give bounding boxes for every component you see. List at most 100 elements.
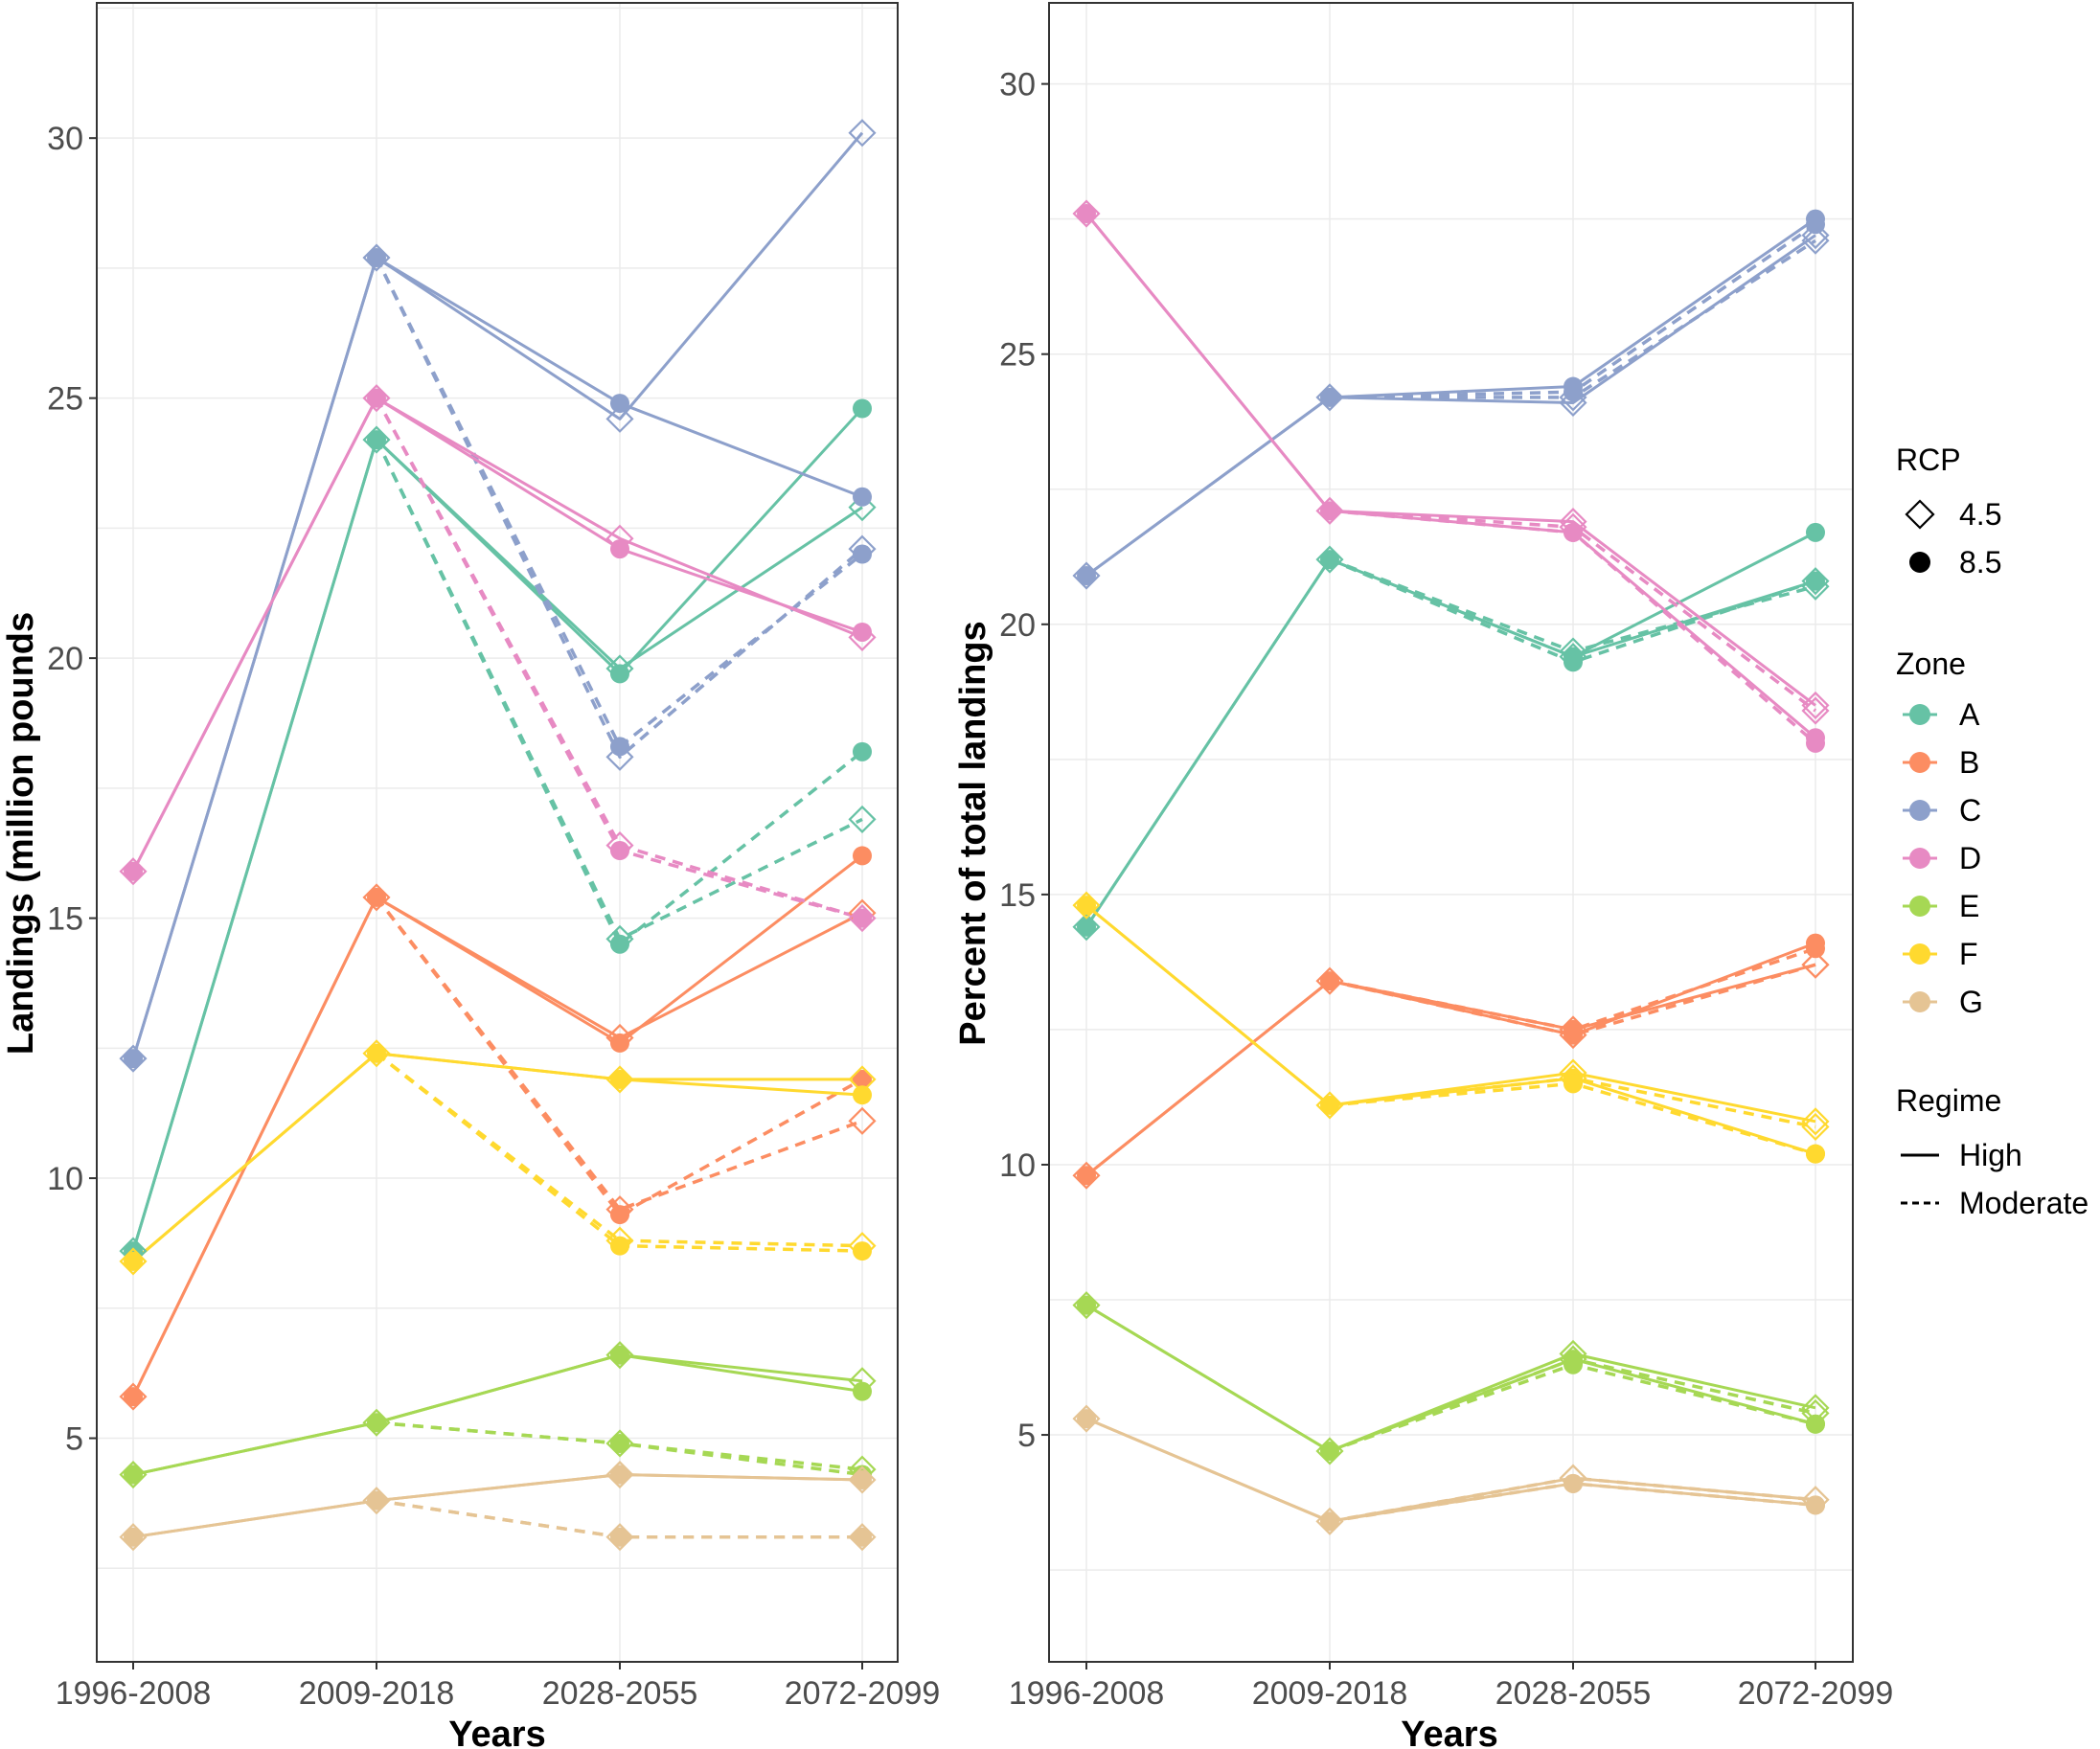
landings-point-zone-e-rcp85 [367, 1413, 386, 1433]
legend-zone-f-label: F [1959, 937, 1978, 971]
percent-point-zone-a-rcp85 [1806, 571, 1825, 591]
landings-point-zone-a-rcp85 [853, 741, 872, 761]
legend-regime-items: High Moderate [1901, 1138, 2089, 1220]
percent-y-tick-label: 15 [999, 877, 1036, 914]
legend-zone-c-label: C [1959, 793, 1981, 828]
percent-series-zone-b-rcp-85-high [1085, 942, 1816, 1177]
landings-point-zone-f-rcp85 [853, 1241, 872, 1261]
landings-point-zone-f-rcp85 [367, 1043, 386, 1063]
legend-zone-a-label: A [1959, 697, 1980, 732]
landings-series-zone-c-rcp-85-high [131, 256, 863, 1059]
percent-point-zone-f-rcp85 [1320, 1095, 1339, 1115]
landings-x-tick-label: 2072-2099 [785, 1675, 941, 1712]
landings-point-zone-d-rcp85 [610, 841, 629, 861]
percent-point-zone-b-rcp85 [1806, 939, 1825, 959]
landings-point-zone-f-rcp85 [610, 1236, 629, 1256]
landings-point-zone-c-rcp85 [610, 737, 629, 757]
landings-x-axis-title: Years [448, 1715, 545, 1749]
percent-point-zone-a-rcp85 [1077, 917, 1096, 937]
landings-point-zone-g-rcp85 [124, 1527, 143, 1547]
percent-point-zone-d-rcp45 [1801, 691, 1830, 719]
percent-point-zone-a-rcp85 [1806, 522, 1825, 542]
legend-zone-e-swatch [1909, 896, 1930, 917]
landings-y-tick-label: 15 [47, 901, 83, 938]
percent-y-ticks: 5 10 15 20 25 30 [999, 67, 1049, 1454]
percent-point-zone-g-rcp85 [1806, 1495, 1825, 1515]
landings-series-zone-g-rcp-85-high [132, 1473, 863, 1539]
landings-y-tick-label: 20 [47, 641, 83, 677]
legend-zone-d-label: D [1959, 841, 1981, 875]
landings-point-zone-b-rcp85 [367, 887, 386, 907]
landings-point-zone-a-rcp85 [610, 664, 629, 684]
percent-point-zone-c-rcp45 [1559, 388, 1587, 418]
landings-y-tick-label: 25 [47, 381, 83, 418]
percent-point-zone-f-rcp85 [1806, 1144, 1825, 1164]
landings-point-zone-g-rcp85 [610, 1465, 629, 1485]
landings-y-tick-label: 5 [65, 1421, 83, 1458]
legend-zone-d-swatch [1909, 848, 1930, 869]
percent-x-tick-label: 2028-2055 [1495, 1675, 1652, 1712]
landings-point-zone-e-rcp85 [853, 1381, 872, 1401]
legend-rcp-title: RCP [1896, 443, 1961, 477]
legend-rcp-circle-swatch [1909, 552, 1930, 573]
landings-point-zone-c-rcp45 [605, 404, 634, 433]
landings-point-zone-e-rcp85 [610, 1433, 629, 1453]
landings-point-zone-f-rcp85 [610, 1069, 629, 1089]
legend-regime-title: Regime [1896, 1083, 2001, 1118]
percent-point-zone-c-rcp85 [1564, 382, 1583, 402]
landings-y-ticks: 5 10 15 20 25 30 [47, 121, 97, 1458]
percent-point-zone-e-rcp85 [1077, 1295, 1096, 1315]
percent-point-zone-b-rcp45 [1801, 950, 1830, 979]
percent-point-zone-c-rcp45 [1801, 221, 1830, 250]
landings-point-zone-b-rcp85 [610, 1033, 629, 1053]
landings-point-zone-a-rcp85 [853, 398, 872, 419]
legend-rcp-items: 4.58.5 [1905, 497, 2001, 579]
legend-zone-g-swatch [1909, 991, 1930, 1012]
percent-point-zone-a-rcp85 [1564, 652, 1583, 672]
legend-regime-moderate-label: Moderate [1959, 1186, 2089, 1220]
landings-point-zone-d-rcp85 [124, 861, 143, 881]
percent-y-tick-label: 5 [1017, 1418, 1036, 1454]
percent-point-zone-d-rcp45 [1801, 696, 1830, 725]
percent-point-zone-a-rcp85 [1320, 550, 1339, 570]
percent-plot-border [1048, 2, 1854, 1663]
landings-point-zone-c-rcp85 [124, 1049, 143, 1069]
landings-y-tick-label: 30 [47, 121, 83, 157]
landings-point-zone-d-rcp85 [610, 539, 629, 559]
landings-x-ticks: 1996-2008 2009-2018 2028-2055 2072-2099 [56, 1662, 941, 1712]
legend-zone-c-swatch [1909, 800, 1930, 821]
landings-series-zone-b-rcp-85-high [131, 854, 863, 1397]
percent-x-tick-label: 2009-2018 [1252, 1675, 1408, 1712]
percent-point-zone-g-rcp85 [1320, 1511, 1339, 1532]
landings-series-zone-a-rcp-85-moderate [375, 439, 864, 946]
percent-point-zone-d-rcp85 [1320, 501, 1339, 521]
percent-point-zone-b-rcp85 [1077, 1166, 1096, 1186]
landings-gridlines [97, 3, 898, 1662]
percent-point-zone-e-rcp85 [1320, 1441, 1339, 1461]
landings-point-zone-d-rcp85 [853, 908, 872, 928]
percent-series-zone-f-rcp-85-high [1085, 904, 1816, 1156]
legend-rcp-diamond-swatch [1905, 499, 1935, 530]
landings-point-zone-g-rcp85 [610, 1527, 629, 1547]
percent-series-zone-d-rcp-85-high [1084, 213, 1816, 739]
landings-point-zone-c-rcp45 [605, 742, 634, 771]
landings-y-axis-title: Landings (million pounds [1, 612, 41, 1055]
landings-point-zone-c-rcp85 [853, 487, 872, 507]
legend-rcp-label: 8.5 [1959, 545, 2001, 579]
landings-series-zone-d-rcp-85-high [131, 397, 863, 873]
percent-gridlines [1049, 3, 1853, 1662]
percent-point-zone-d-rcp85 [1806, 733, 1825, 753]
landings-point-zone-c-rcp85 [367, 248, 386, 268]
percent-y-tick-label: 10 [999, 1147, 1036, 1184]
percent-point-zone-c-rcp45 [1801, 226, 1830, 255]
landings-point-zone-b-rcp85 [124, 1387, 143, 1407]
landings-point-zone-b-rcp85 [610, 1205, 629, 1225]
legend-zone-g-label: G [1959, 985, 1983, 1019]
percent-point-zone-b-rcp85 [1564, 1019, 1583, 1039]
landings-point-zone-f-rcp85 [124, 1251, 143, 1271]
percent-series-zone-b-rcp-85-moderate [1329, 946, 1816, 1032]
percent-series-zone-b-rcp-45-moderate [1329, 963, 1816, 1037]
